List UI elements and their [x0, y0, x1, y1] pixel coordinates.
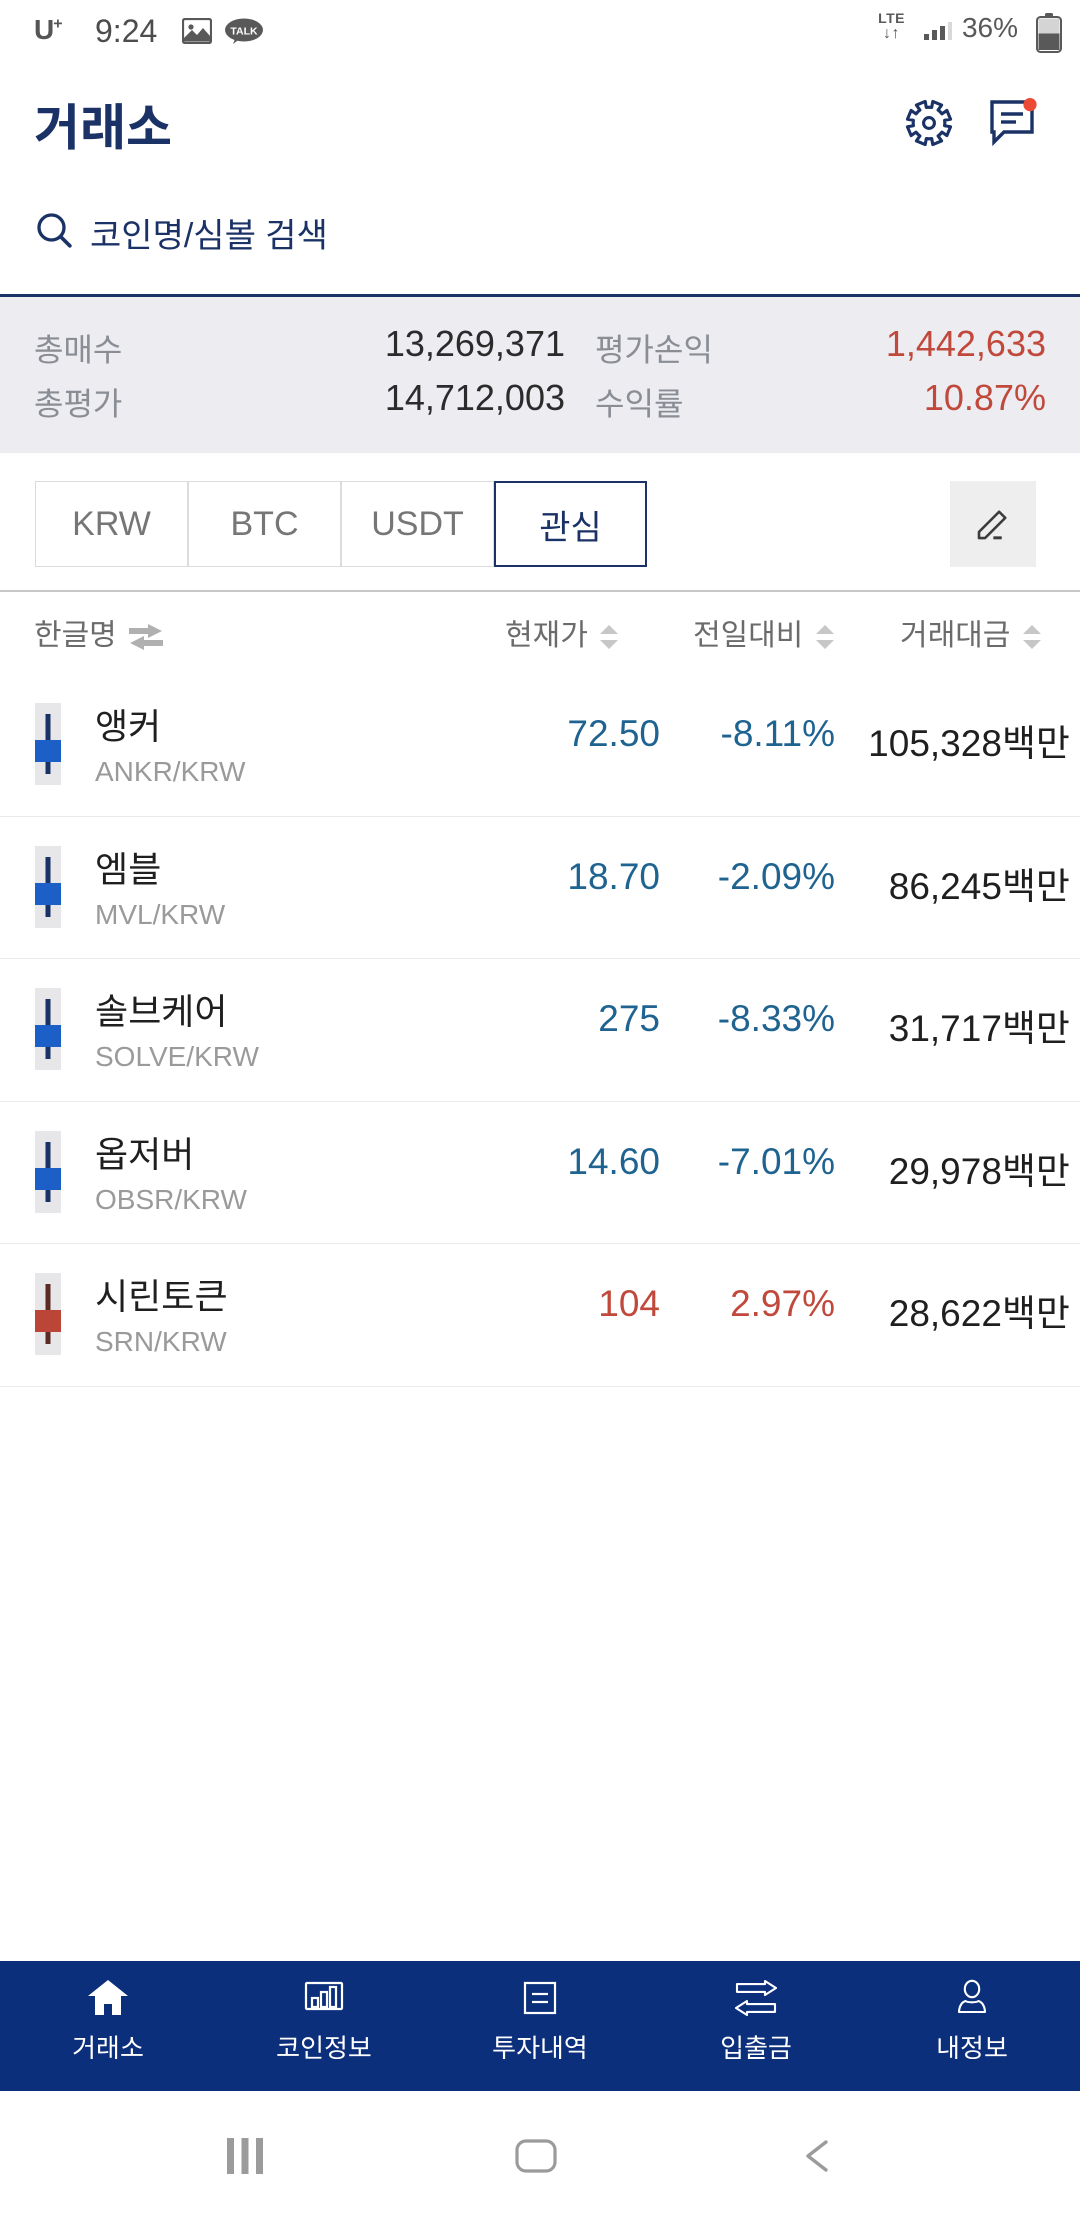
- svg-text:TALK: TALK: [230, 26, 258, 38]
